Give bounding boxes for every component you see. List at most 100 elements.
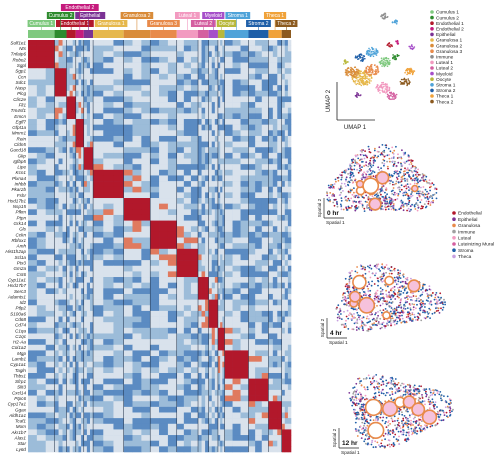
heatmap-cell <box>58 440 63 447</box>
umap-point <box>385 63 387 66</box>
heatmap-cell <box>217 356 221 362</box>
gene-label: Cyp11a1 <box>8 277 26 282</box>
heatmap-cell <box>287 130 292 137</box>
heatmap-cell <box>150 288 160 295</box>
heatmap-cell <box>58 226 63 233</box>
heatmap-cell <box>224 186 233 193</box>
heatmap-cell <box>28 192 38 199</box>
spatial-spot <box>364 172 367 175</box>
heatmap-cell <box>272 367 278 374</box>
spatial-spot <box>407 197 409 200</box>
heatmap-cell <box>198 181 202 188</box>
heatmap-cell <box>141 135 151 142</box>
heatmap-cell <box>272 51 278 58</box>
heatmap-cell <box>45 181 55 188</box>
heatmap-cell <box>261 147 269 154</box>
heatmap-cell <box>150 226 160 233</box>
heatmap-cell <box>205 344 209 351</box>
heatmap-cell <box>284 406 289 413</box>
heatmap-cell <box>284 395 289 402</box>
heatmap-cell <box>93 158 104 165</box>
spatial-spot <box>395 176 398 179</box>
heatmap-cell <box>123 254 133 261</box>
heatmap-cell <box>214 248 219 255</box>
heatmap-cell <box>217 169 221 176</box>
heatmap-cell <box>103 90 114 97</box>
heatmap-cell <box>69 446 74 453</box>
heatmap-cell <box>132 446 142 453</box>
heatmap-cell <box>272 361 278 368</box>
umap-legend-label: Oocyte <box>436 77 452 83</box>
heatmap-cell <box>62 361 67 368</box>
heatmap-cell <box>183 288 192 295</box>
heatmap-cell <box>284 378 289 385</box>
heatmap-cell <box>89 288 94 295</box>
heatmap-cell <box>201 40 206 46</box>
heatmap-cell <box>214 344 219 351</box>
spatial-spot <box>420 192 423 195</box>
heatmap-cell <box>287 119 292 125</box>
heatmap-cell <box>284 254 289 261</box>
heatmap-cell <box>190 62 199 69</box>
heatmap-cell <box>272 299 278 306</box>
heatmap-cell <box>103 158 114 165</box>
heatmap-cell <box>217 316 221 323</box>
heatmap-cell <box>89 164 94 171</box>
heatmap-cell <box>93 350 104 357</box>
heatmap-cell <box>248 288 256 295</box>
umap-legend-label: Cumulus 1 <box>436 10 459 16</box>
heatmap-cell <box>159 389 169 396</box>
heatmap-cell <box>103 435 114 442</box>
heatmap-cell <box>83 288 88 295</box>
heatmap-cell <box>167 361 178 368</box>
heatmap-cell <box>58 96 63 103</box>
heatmap-cell <box>72 327 77 334</box>
heatmap-cell <box>36 214 47 221</box>
heatmap-cell <box>222 277 225 283</box>
heatmap-cell <box>123 271 133 278</box>
heatmap-cell <box>211 361 216 368</box>
heatmap-cell <box>217 124 221 131</box>
heatmap-cell <box>54 310 59 317</box>
umap-legend-swatch <box>430 15 434 20</box>
heatmap-cell <box>232 226 241 233</box>
cluster-label-box <box>190 20 216 27</box>
heatmap-cell <box>83 113 88 120</box>
heatmap-cell <box>36 96 47 103</box>
heatmap-cell <box>66 73 70 80</box>
heatmap-cell <box>83 418 88 425</box>
heatmap-cell <box>123 73 133 80</box>
heatmap-cell <box>81 288 85 295</box>
heatmap-cell <box>268 260 274 267</box>
heatmap-cell <box>201 395 206 402</box>
gene-label: Cd68 <box>15 317 26 322</box>
heatmap-cell <box>255 327 263 334</box>
heatmap-cell <box>201 401 206 408</box>
umap-legend-label: Myeloid <box>436 71 453 77</box>
heatmap-cell <box>113 260 124 267</box>
heatmap-cell <box>201 68 206 75</box>
heatmap-cell <box>113 412 124 419</box>
heatmap-cell <box>69 40 74 46</box>
umap-point <box>374 64 376 66</box>
heatmap-cell <box>72 435 77 442</box>
heatmap-cell <box>81 344 85 351</box>
heatmap-cell <box>78 135 82 142</box>
gene-label: Sulf1e1 <box>10 40 26 45</box>
heatmap-cell <box>284 389 289 396</box>
heatmap-cell <box>45 141 55 148</box>
heatmap-cell <box>232 378 241 385</box>
heatmap-cell <box>277 243 282 250</box>
heatmap-cell <box>103 378 114 385</box>
spatial-spot <box>418 185 420 188</box>
umap-point <box>381 86 384 89</box>
heatmap-cell <box>78 164 82 171</box>
heatmap-cell <box>28 85 38 92</box>
heatmap-cell <box>81 96 85 103</box>
heatmap-cell <box>222 350 225 357</box>
heatmap-cell <box>201 344 206 351</box>
heatmap-cell <box>220 169 223 176</box>
heatmap-cell <box>89 107 94 114</box>
heatmap-cell <box>284 333 289 340</box>
heatmap-cell <box>183 96 192 103</box>
